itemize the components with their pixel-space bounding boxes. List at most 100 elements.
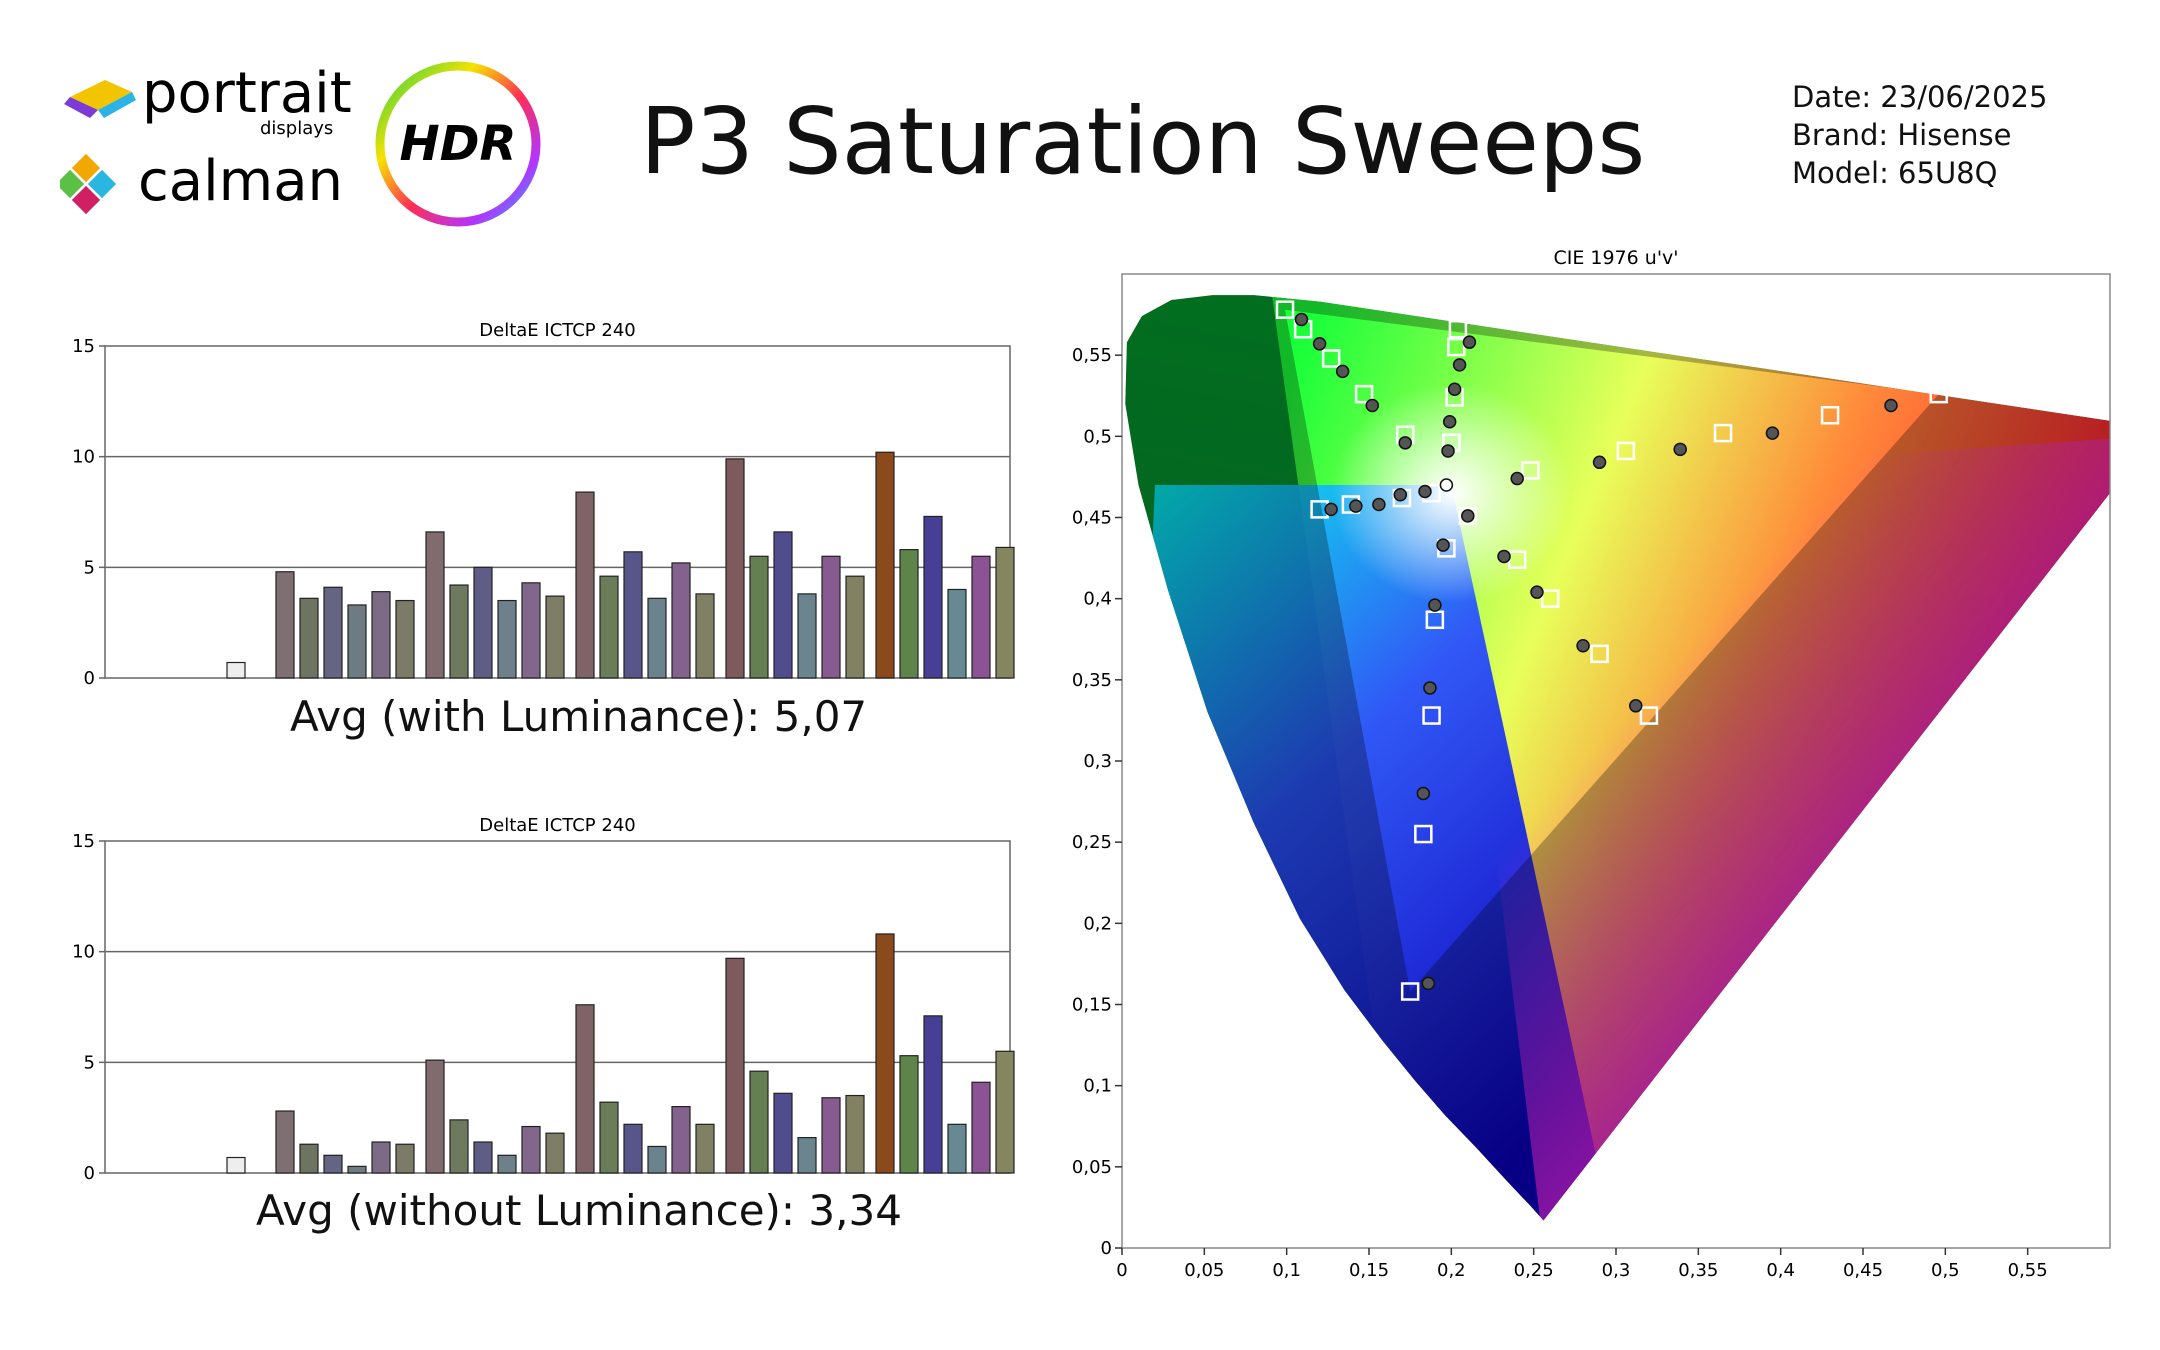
target-square	[1458, 506, 1478, 526]
x-tick-label: 0,05	[1184, 1260, 1224, 1281]
target-square	[1400, 982, 1420, 1001]
bar	[347, 1165, 367, 1174]
bar	[347, 604, 367, 679]
report-model: Model: 65U8Q	[1792, 156, 1998, 190]
measured-point	[1576, 638, 1590, 653]
bar	[875, 451, 895, 679]
target-square	[1414, 824, 1433, 844]
bar	[473, 1141, 493, 1174]
target-square	[1275, 300, 1295, 319]
bar	[545, 1132, 565, 1174]
bar	[623, 1123, 643, 1174]
measured-point	[1418, 484, 1432, 499]
x-tick-label: 0,1	[1272, 1260, 1301, 1281]
bar	[449, 584, 469, 679]
measured-point	[1441, 444, 1455, 458]
bar	[647, 1145, 667, 1174]
bar	[371, 591, 391, 679]
bar	[749, 1070, 769, 1174]
hdr-ring	[375, 61, 541, 227]
y-tick-label: 0,15	[1072, 995, 1112, 1016]
bar	[449, 1119, 469, 1174]
bar	[575, 1004, 595, 1174]
y-tick-label: 0,25	[1072, 832, 1112, 853]
bar	[695, 1123, 715, 1174]
bar	[226, 661, 246, 679]
bar	[521, 1125, 541, 1174]
measured-point	[1365, 398, 1380, 413]
target-square	[1540, 589, 1560, 608]
bar	[773, 1092, 793, 1174]
report-brand: Brand: Hisense	[1792, 118, 2012, 152]
target-square	[1929, 384, 1948, 404]
measured-point	[1421, 976, 1436, 991]
y-tick-label: 0	[1101, 1238, 1112, 1259]
measured-point	[1439, 478, 1454, 492]
brand-calman: calman	[138, 149, 343, 214]
y-tick-label: 0,2	[1083, 913, 1112, 934]
brand-portrait: portrait	[142, 61, 352, 126]
target-square	[1639, 706, 1659, 725]
bar	[226, 1156, 246, 1174]
bar	[947, 588, 967, 679]
bar	[821, 1097, 841, 1174]
y-tick-label: 0,5	[1083, 426, 1112, 447]
plot-clip-group	[1125, 295, 2110, 1221]
bar	[899, 549, 919, 679]
bar	[599, 1101, 619, 1174]
x-tick-label: 0,15	[1349, 1260, 1389, 1281]
bar	[773, 531, 793, 679]
target-square	[1616, 441, 1636, 461]
bar	[821, 555, 841, 679]
y-tick-label: 0,05	[1072, 1157, 1112, 1178]
bar	[497, 1154, 517, 1174]
brand-displays: displays	[260, 118, 333, 139]
measured-point	[1461, 509, 1475, 523]
y-tick-label: 0,45	[1072, 508, 1112, 529]
measured-point	[1530, 585, 1544, 599]
bar	[425, 1059, 445, 1174]
y-tick-label: 5	[84, 1052, 95, 1073]
bar	[497, 599, 517, 679]
x-tick-label: 0,5	[1931, 1260, 1960, 1281]
target-square	[1422, 706, 1441, 725]
bar	[923, 1015, 943, 1174]
bar	[749, 555, 769, 679]
bar	[971, 1081, 991, 1174]
measured-point	[1462, 335, 1477, 349]
target-square	[1713, 423, 1733, 443]
y-tick-label: 10	[72, 447, 95, 468]
bar	[545, 595, 565, 679]
bar	[875, 933, 895, 1174]
bar	[671, 1106, 691, 1174]
measured-point	[1673, 442, 1687, 457]
y-tick-label: 0,4	[1083, 589, 1112, 610]
measured-point	[1372, 497, 1386, 512]
avg-without-luminance: Avg (without Luminance): 3,34	[256, 1186, 902, 1235]
measured-point	[1335, 364, 1350, 379]
y-tick-label: 5	[84, 557, 95, 578]
bar	[971, 555, 991, 679]
target-square	[1820, 405, 1840, 425]
bar	[473, 566, 493, 679]
bar	[425, 531, 445, 679]
y-tick-label: 0	[84, 668, 95, 689]
measured-point	[1423, 681, 1437, 695]
measured-point	[1765, 426, 1780, 440]
bar	[647, 597, 667, 679]
target-square	[1448, 319, 1468, 339]
bar	[323, 586, 343, 679]
bar	[299, 597, 319, 679]
measured-point	[1349, 499, 1363, 513]
y-tick-label: 0,35	[1072, 670, 1112, 691]
cie-1976-chart: CIE 1976 u'v' 0 0,05 0,1 0,15 0,2 0,25 0,3 0,35 0…	[1072, 247, 2111, 1281]
y-tick-label: 10	[72, 942, 95, 963]
page-title: P3 Saturation Sweeps	[640, 88, 1646, 195]
target-square	[1321, 349, 1341, 368]
bar	[947, 1123, 967, 1174]
chart-title: DeltaE ICTCP 240	[479, 815, 635, 836]
chart-title: CIE 1976 u'v'	[1553, 247, 1678, 269]
measured-point	[1442, 414, 1457, 429]
x-tick-label: 0,3	[1602, 1260, 1631, 1281]
bar	[395, 599, 415, 679]
